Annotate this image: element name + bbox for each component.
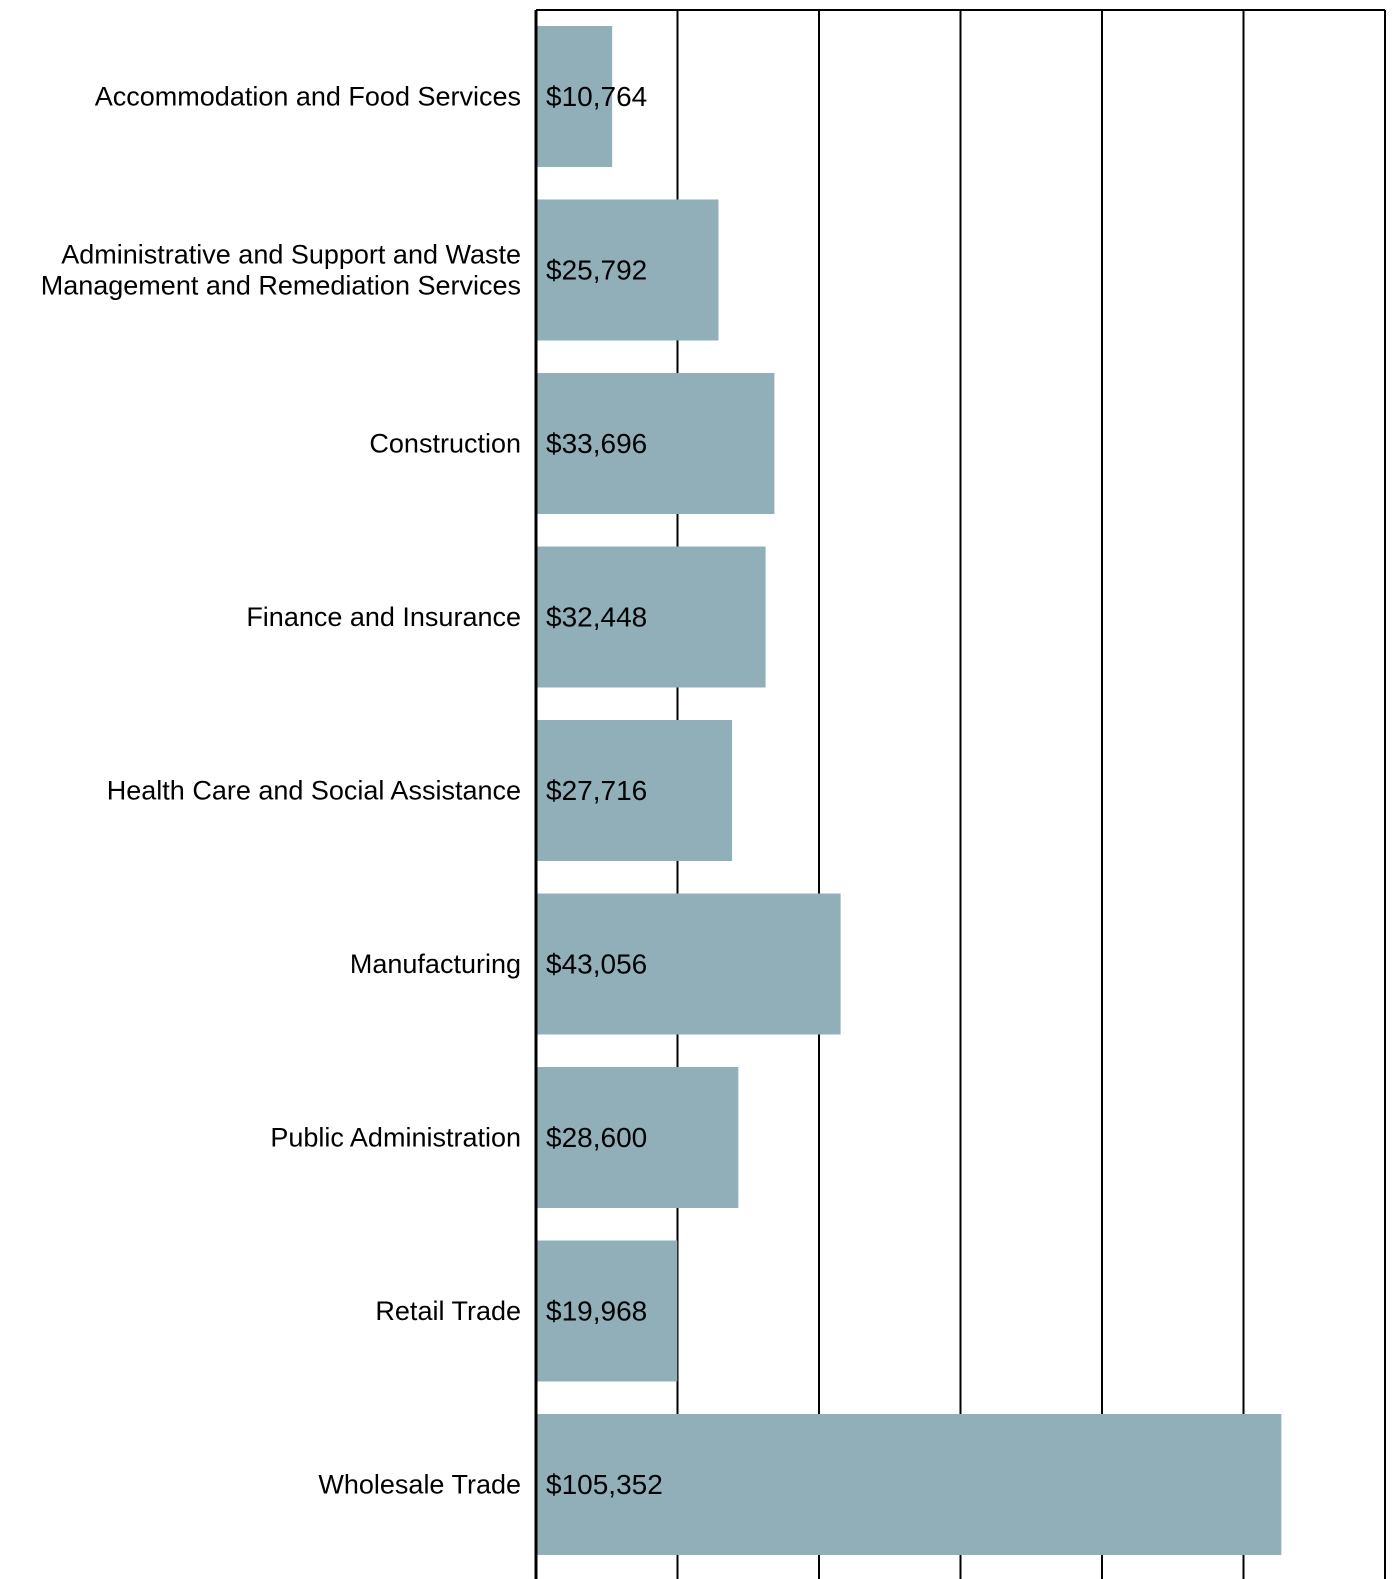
bar-0 [536, 26, 613, 167]
bar-6 [536, 1067, 739, 1208]
data-labels: $10,764 $25,792 $33,696 $32,448 $27,716 $43,0… [546, 81, 663, 1500]
data-label-6: $28,600 [546, 1122, 647, 1153]
data-label-4: $27,716 [546, 775, 647, 806]
data-label-7: $19,968 [546, 1296, 647, 1327]
bar-4 [536, 720, 733, 861]
category-label-6: Public Administration [270, 1123, 521, 1153]
category-label-3: Finance and Insurance [246, 602, 521, 632]
bar-2 [536, 373, 775, 514]
bars [536, 26, 1282, 1555]
category-label-8: Wholesale Trade [318, 1470, 521, 1500]
data-label-0: $10,764 [546, 81, 647, 112]
bar-5 [536, 893, 841, 1035]
category-label-1: Administrative and Support and Waste Mana… [41, 240, 521, 301]
bar-8 [536, 1414, 1282, 1555]
data-label-3: $32,448 [546, 602, 647, 633]
data-label-2: $33,696 [546, 428, 647, 459]
category-label-5: Manufacturing [350, 949, 521, 979]
data-label-8: $105,352 [546, 1469, 663, 1500]
data-label-5: $43,056 [546, 949, 647, 980]
category-label-4: Health Care and Social Assistance [107, 776, 521, 806]
category-label-2: Construction [369, 429, 521, 459]
category-label-0: Accommodation and Food Services [95, 82, 521, 112]
bar-1 [536, 199, 719, 341]
bar-7 [536, 1240, 678, 1382]
category-labels: Accommodation and Food Services Administr… [41, 82, 521, 1500]
data-label-1: $25,792 [546, 255, 647, 286]
bar-3 [536, 546, 766, 688]
category-label-7: Retail Trade [375, 1296, 521, 1326]
